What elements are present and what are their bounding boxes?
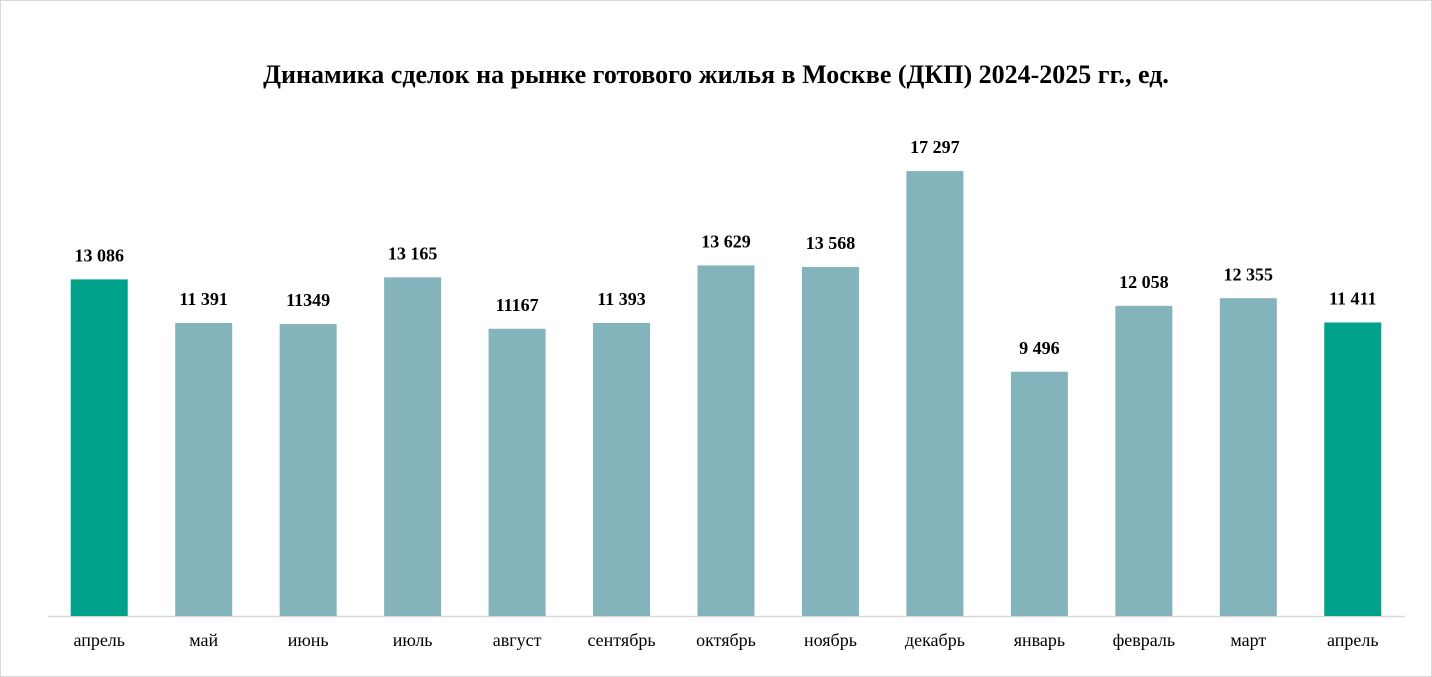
value-label: 12 355 — [1224, 264, 1274, 284]
x-tick-label: февраль — [1113, 630, 1176, 650]
x-tick-label: август — [493, 630, 542, 650]
bar — [1115, 305, 1173, 616]
bar — [593, 322, 651, 616]
x-tick-label: июнь — [288, 630, 329, 650]
value-label: 9 496 — [1019, 338, 1060, 358]
value-label: 13 629 — [701, 232, 751, 252]
bar — [279, 324, 337, 616]
bar — [906, 171, 964, 617]
bar — [70, 279, 128, 616]
x-tick-label: январь — [1014, 630, 1065, 650]
x-tick-label: май — [189, 630, 218, 650]
value-label: 11349 — [286, 290, 330, 310]
x-tick-label: март — [1230, 630, 1266, 650]
bar — [175, 322, 233, 616]
value-label: 17 297 — [910, 137, 960, 157]
value-label: 11 391 — [179, 289, 228, 309]
x-tick-label: ноябрь — [804, 630, 857, 650]
bar — [384, 277, 442, 616]
bar — [801, 266, 859, 616]
value-label: 11 393 — [597, 289, 646, 309]
x-tick-label: сентябрь — [587, 630, 655, 650]
value-label: 13 165 — [388, 243, 438, 263]
value-label: 13 568 — [806, 233, 856, 253]
x-tick-label: декабрь — [905, 630, 965, 650]
bar — [1010, 371, 1068, 616]
value-label: 11167 — [496, 295, 539, 315]
x-tick-label: октябрь — [696, 630, 756, 650]
x-tick-label: июль — [393, 630, 433, 650]
value-label: 12 058 — [1119, 272, 1169, 292]
bar — [1219, 298, 1277, 616]
value-label: 13 086 — [74, 246, 124, 266]
bar — [488, 328, 546, 616]
chart-title: Динамика сделок на рынке готового жилья … — [263, 60, 1169, 89]
bar — [1324, 322, 1382, 616]
x-tick-label: апрель — [73, 630, 125, 650]
value-label: 11 411 — [1329, 289, 1377, 309]
x-tick-label: апрель — [1327, 630, 1379, 650]
bar — [697, 265, 755, 616]
